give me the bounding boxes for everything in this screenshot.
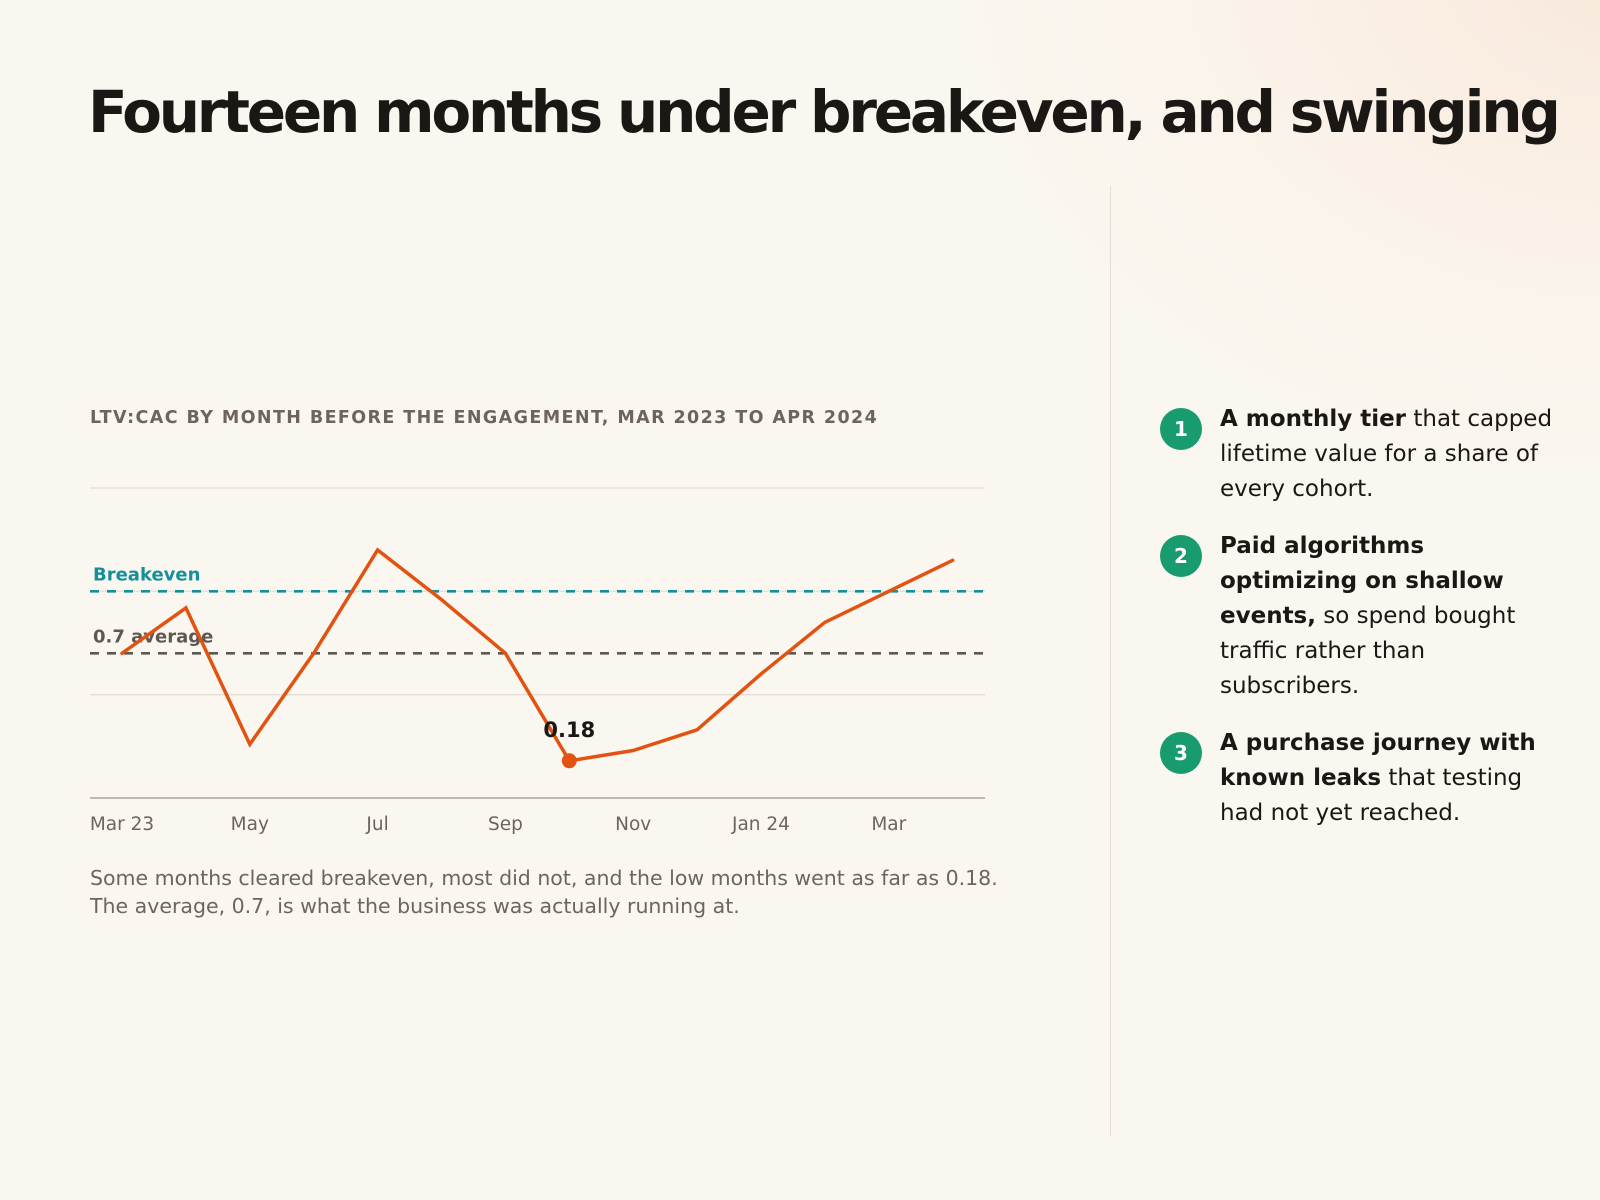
average-reference-label: 0.7 average xyxy=(93,626,213,647)
x-tick-label: Jul xyxy=(365,814,388,835)
ltv-cac-chart: Breakeven 0.7 average 0.18 Mar 23 May Jul Se… xyxy=(90,487,985,835)
low-point-label: 0.18 xyxy=(543,718,595,742)
key-points-list: 1 A monthly tier that capped lifetime va… xyxy=(1160,402,1560,853)
key-point-body: that capped lifetime value for a share o… xyxy=(1220,406,1553,502)
x-tick-label: Jan 24 xyxy=(731,814,790,835)
key-point-2: 2 Paid algorithms optimizing on shallow … xyxy=(1160,529,1560,704)
key-point-body: that testing had not yet reached. xyxy=(1220,765,1523,826)
breakeven-reference-label: Breakeven xyxy=(93,564,200,585)
key-point-3: 3 A purchase journey with known leaks th… xyxy=(1160,726,1560,831)
chart-title: LTV:CAC BY MONTH BEFORE THE ENGAGEMENT, … xyxy=(90,408,879,428)
x-tick-label: Mar 23 xyxy=(90,814,154,835)
number-badge: 1 xyxy=(1160,408,1202,450)
x-tick-label: May xyxy=(231,814,269,835)
key-point-body: so spend bought traffic rather than subs… xyxy=(1220,603,1516,699)
x-tick-label: Nov xyxy=(615,814,651,835)
key-point-text: A monthly tier that capped lifetime valu… xyxy=(1220,402,1560,507)
number-badge: 3 xyxy=(1160,732,1202,774)
low-point-marker xyxy=(561,753,577,769)
key-point-1: 1 A monthly tier that capped lifetime va… xyxy=(1160,402,1560,507)
number-badge: 2 xyxy=(1160,535,1202,577)
page-title: Fourteen months under breakeven, and swi… xyxy=(88,78,1561,146)
caption-line-1: Some months cleared breakeven, most did … xyxy=(90,866,998,890)
key-point-text: A purchase journey with known leaks that… xyxy=(1220,726,1560,831)
key-point-text: Paid algorithms optimizing on shallow ev… xyxy=(1220,529,1560,704)
column-divider xyxy=(1110,186,1111,1136)
chart-caption: Some months cleared breakeven, most did … xyxy=(90,864,1050,920)
key-point-emphasis: A monthly tier xyxy=(1220,406,1407,432)
caption-line-2: The average, 0.7, is what the business w… xyxy=(90,894,740,918)
ltv-cac-series-line xyxy=(120,547,955,763)
key-point-emphasis: Paid algorithms optimizing on shallow ev… xyxy=(1220,533,1504,629)
x-tick-label: Sep xyxy=(488,814,523,835)
key-point-emphasis: A purchase journey with known leaks xyxy=(1220,730,1536,791)
x-tick-label: Mar xyxy=(871,814,906,835)
